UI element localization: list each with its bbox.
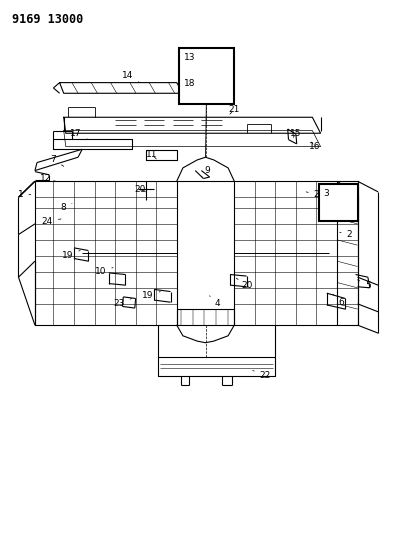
Text: 6: 6	[333, 294, 344, 307]
Text: 4: 4	[210, 296, 221, 308]
Text: 2: 2	[340, 230, 352, 239]
Text: 10: 10	[95, 268, 113, 276]
Text: 22: 22	[253, 370, 271, 380]
Text: 9: 9	[201, 166, 210, 177]
Text: 20: 20	[236, 278, 252, 289]
Text: 15: 15	[290, 129, 302, 138]
Text: 3: 3	[323, 189, 329, 198]
Text: 9169 13000: 9169 13000	[12, 13, 83, 26]
Text: 14: 14	[122, 71, 140, 83]
Text: 21: 21	[229, 105, 240, 114]
Bar	[319, 184, 358, 221]
Text: 24: 24	[42, 217, 61, 225]
Text: 13: 13	[184, 53, 195, 62]
Text: 19: 19	[62, 251, 80, 260]
Text: 12: 12	[39, 174, 55, 183]
Text: 8: 8	[61, 204, 72, 212]
Text: 5: 5	[358, 280, 371, 289]
Text: 20: 20	[134, 185, 145, 193]
Text: 11: 11	[146, 150, 158, 159]
Bar	[179, 48, 234, 104]
Text: 23: 23	[113, 298, 132, 308]
Text: 1: 1	[18, 190, 31, 199]
Text: 17: 17	[70, 129, 88, 140]
Text: 2: 2	[306, 190, 319, 199]
Text: 19: 19	[142, 292, 160, 300]
Text: 16: 16	[309, 142, 320, 151]
Text: 18: 18	[184, 79, 195, 88]
Text: 7: 7	[51, 156, 64, 166]
